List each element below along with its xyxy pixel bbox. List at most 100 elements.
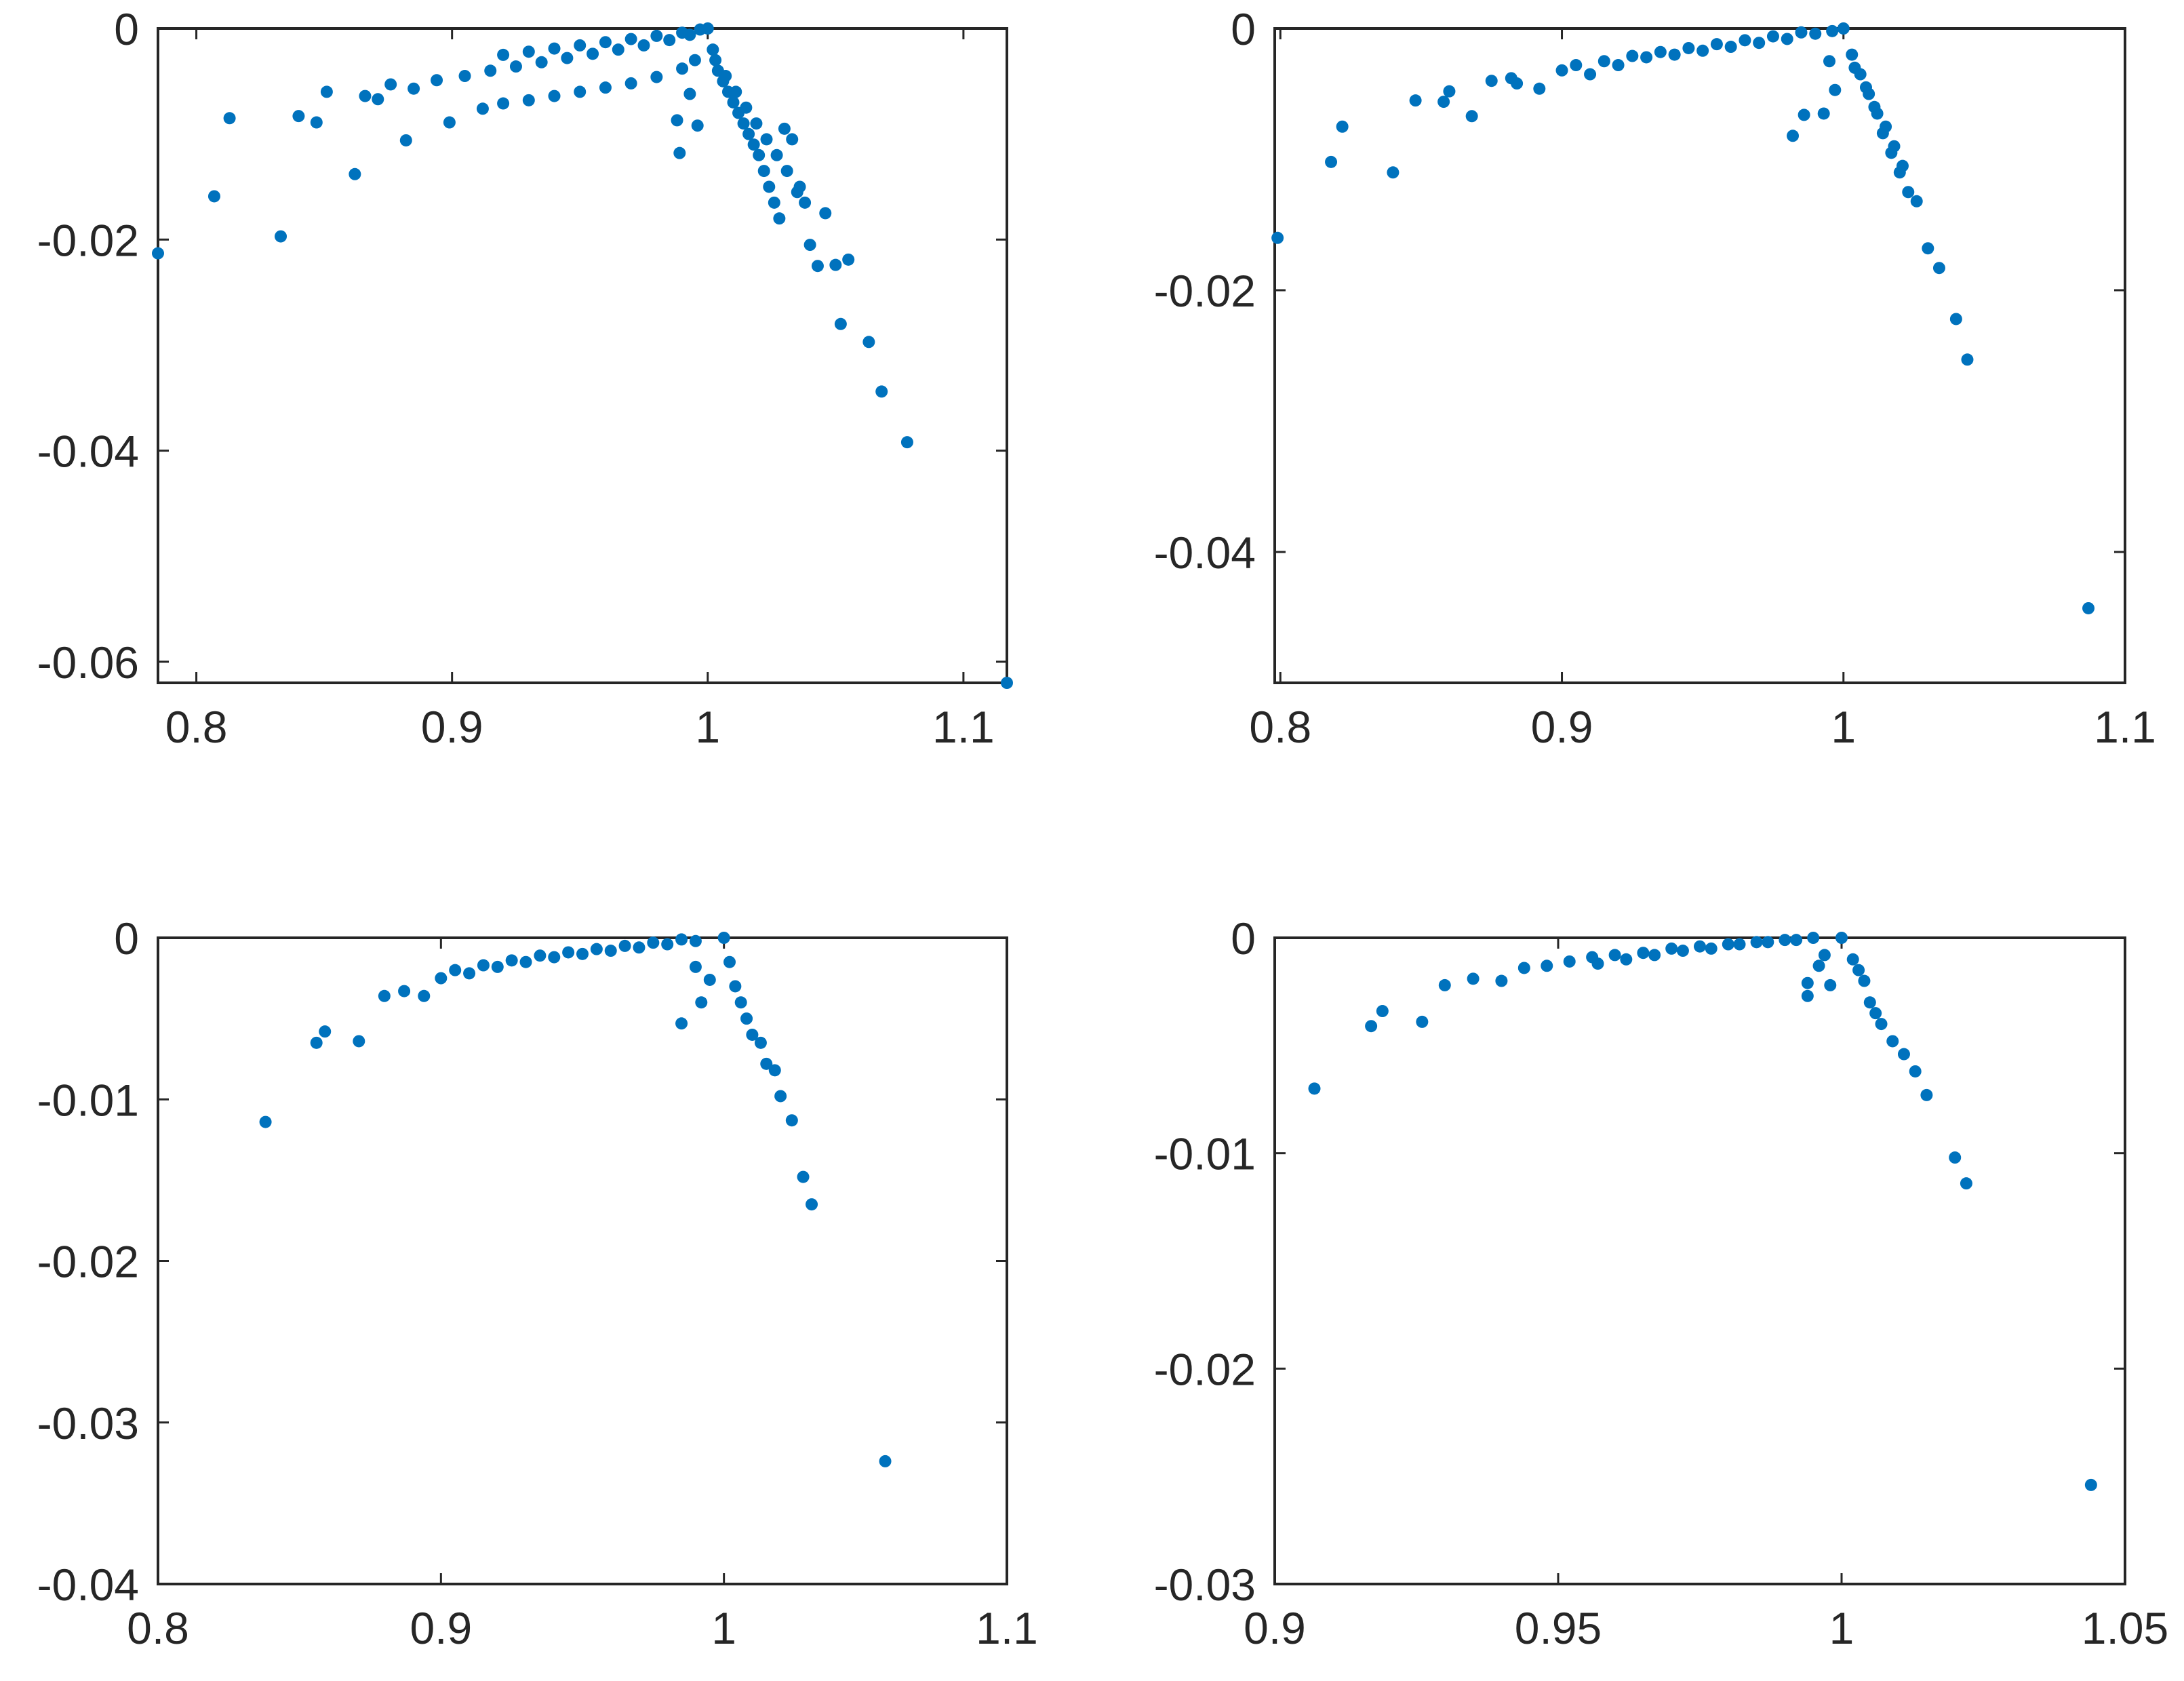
data-point [1817,107,1830,120]
data-point [1932,262,1945,275]
x-tick-label: 0.8 [165,702,228,752]
data-point [1790,934,1803,947]
data-point [624,33,637,45]
data-point [773,212,786,225]
data-point [378,989,391,1002]
data-point [1750,936,1763,949]
data-point [1637,947,1650,960]
data-point [2082,601,2095,614]
data-point [1922,242,1934,255]
data-point [1682,41,1695,54]
data-point [1608,949,1621,962]
data-point [709,54,722,66]
data-point [689,960,702,973]
data-point [1896,159,1909,172]
data-point [1705,942,1718,955]
data-point [1597,55,1610,68]
data-point [1443,85,1456,98]
data-point [310,116,323,129]
data-point [746,1028,759,1041]
data-point [742,127,755,140]
data-point [1485,75,1498,87]
data-point [1858,974,1871,987]
x-tick-label: 1 [711,1603,736,1653]
y-tick-label: -0.02 [37,215,139,265]
x-tick-label: 1.1 [2094,702,2156,752]
data-point [862,336,875,349]
data-point [819,207,832,220]
data-point [1570,59,1583,72]
data-point [900,436,913,449]
y-tick-label: -0.04 [1154,528,1256,578]
data-point [618,939,631,952]
data-point [1724,41,1737,54]
data-point [292,110,305,123]
data-point [661,938,674,951]
subplot-2: 0.8 0.9 1 1.1 0 -0.02 -0.04 [1154,4,2156,752]
data-point [786,133,799,146]
data-point [803,239,816,252]
data-point [1960,1177,1972,1190]
data-point [1835,932,1848,944]
data-point [757,165,770,178]
data-point [1762,936,1774,949]
data-point [671,114,683,127]
data-point [689,934,702,947]
data-point [1818,949,1831,962]
data-point [1722,938,1734,951]
data-point [650,29,663,42]
data-point [701,22,714,35]
data-point [476,102,489,115]
data-point [734,996,747,1009]
data-point [778,122,791,135]
data-point [399,134,412,146]
data-point [754,1036,767,1049]
data-point [730,85,742,98]
y-tick-label: -0.03 [37,1398,139,1448]
data-point [1387,166,1399,179]
x-tick-label: 0.95 [1515,1603,1602,1653]
data-point [1376,1005,1389,1018]
data-point [647,936,660,949]
data-point [477,959,490,972]
data-point [688,54,701,66]
data-point [1654,45,1667,58]
data-point [574,85,587,98]
data-point [1801,989,1814,1002]
data-point [1888,140,1901,153]
data-point [707,43,719,56]
data-point [1676,945,1689,957]
x-tick-label: 0.9 [1244,1603,1306,1653]
axes-box [157,27,1008,684]
data-point [1846,48,1859,61]
axes-box [157,936,1008,1585]
data-point [811,260,824,273]
subplot-3: 0.8 0.9 1 1.1 0 -0.01 -0.02 -0.03 -0.04 [37,913,1038,1653]
data-point [875,385,888,398]
data-point [259,1115,272,1128]
data-point [519,955,532,968]
data-point [675,1017,688,1030]
data-point [599,81,612,94]
data-point [1795,26,1808,39]
data-point [760,133,773,146]
data-point [599,36,612,49]
data-point [1665,942,1678,955]
data-point [637,39,650,52]
data-point [576,947,589,960]
data-point [834,317,847,330]
data-point [562,946,575,959]
data-point [1511,77,1524,90]
data-point [1920,1088,1933,1101]
data-point [1787,130,1800,142]
data-point [1829,83,1842,96]
data-point [353,1035,365,1048]
data-point [740,1012,753,1025]
data-point [1949,1151,1962,1164]
data-point [1852,964,1865,976]
y-tick-label: -0.03 [1154,1560,1256,1610]
x-tick-label: 0.9 [1531,702,1593,752]
x-tick-label: 1 [1829,1603,1854,1653]
data-point [1336,120,1349,133]
data-point [719,70,732,83]
